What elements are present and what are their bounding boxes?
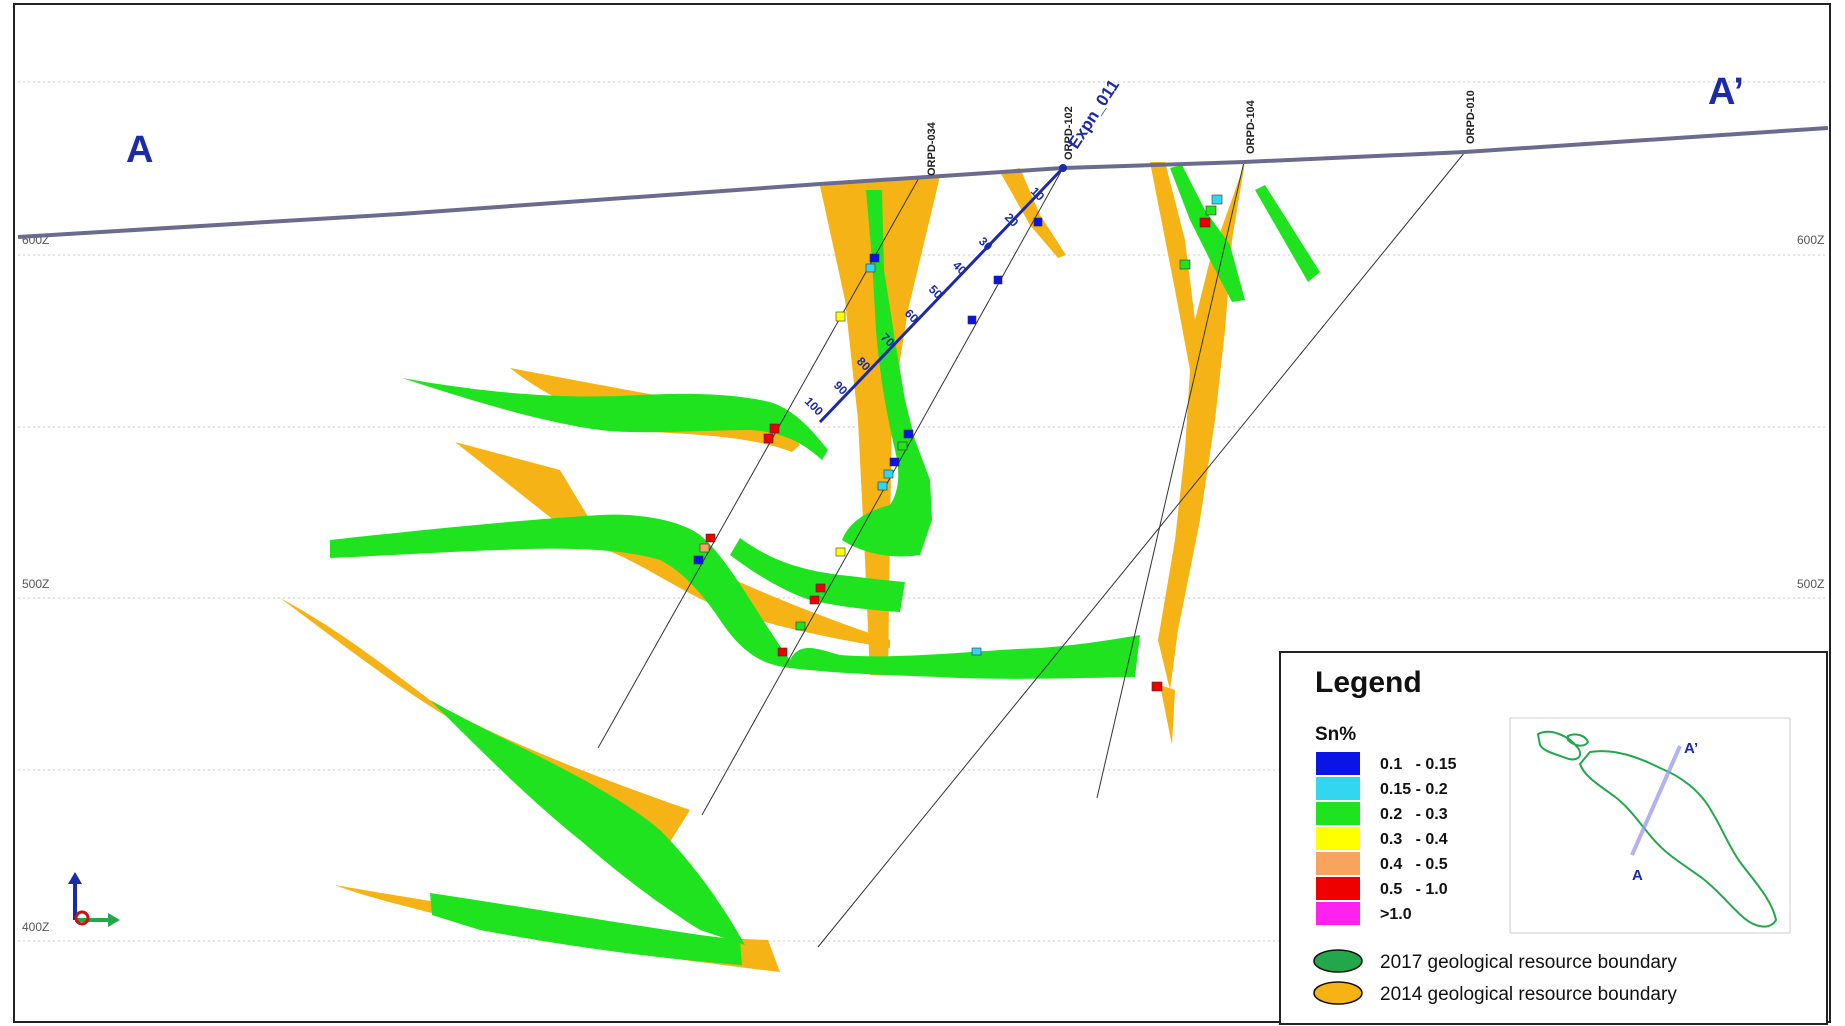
legend: Legend Sn% 0.1 - 0.15 0.15 - 0.2 0.2 - 0…: [1279, 651, 1828, 1025]
elevation-label-500-left: 500Z: [22, 577, 49, 591]
green-body-middle-band: [330, 514, 1140, 679]
legend-2017-swatch: [1313, 949, 1363, 973]
inset-start-label: A: [1632, 867, 1643, 884]
green-body-middle-lobe: [730, 538, 905, 612]
section-end-label: A’: [1708, 71, 1744, 113]
elevation-label-600-right: 600Z: [1797, 233, 1824, 247]
legend-grade-swatch: [1316, 852, 1360, 875]
drillhole-trace-orpd-104: [1096, 161, 1245, 799]
green-body-far-right: [1255, 185, 1320, 282]
legend-grade-label: 0.15 - 0.2: [1380, 781, 1448, 798]
legend-grade-label: 0.2 - 0.3: [1380, 806, 1448, 823]
legend-2017-label: 2017 geological resource boundary: [1380, 952, 1677, 973]
drillhole-label-orpd-010: ORPD-010: [1465, 90, 1477, 144]
legend-grade-label: 0.1 - 0.15: [1380, 756, 1457, 773]
planned-hole-depth-ticks: 10 20 30 40 50 60 70 80 90 100: [802, 184, 1048, 418]
elevation-labels: 600Z 600Z 500Z 500Z 400Z: [22, 233, 1824, 934]
legend-title: Legend: [1315, 666, 1422, 699]
legend-grade-label: 0.4 - 0.5: [1380, 856, 1448, 873]
legend-grade-swatch: [1316, 827, 1360, 850]
planned-hole-collar: [1059, 164, 1067, 172]
elevation-gridlines: [18, 81, 1828, 942]
green-body-lower-left: [430, 700, 745, 945]
drillhole-label-orpd-104: ORPD-104: [1245, 99, 1257, 154]
legend-grade-swatch: [1316, 752, 1360, 775]
legend-2014-swatch: [1313, 981, 1363, 1005]
drillhole-label-orpd-034: ORPD-034: [926, 121, 938, 176]
orange-body-bottom-tail: [1160, 685, 1175, 745]
drillhole-trace-planned: [818, 166, 1065, 424]
elevation-label-400-left: 400Z: [22, 920, 49, 934]
inset-end-label: A’: [1684, 740, 1698, 757]
green-body-bottom: [430, 893, 742, 965]
elevation-label-500-right: 500Z: [1797, 577, 1824, 591]
legend-grade-label: 0.5 - 1.0: [1380, 881, 1448, 898]
drillhole-trace-orpd-010: [817, 151, 1466, 948]
legend-grade-label: 0.3 - 0.4: [1380, 831, 1448, 848]
orange-body-right-vein: [1150, 162, 1245, 690]
assay-samples: [693, 194, 1223, 692]
drillhole-labels: ORPD-034 ORPD-102 ORPD-104 ORPD-010: [926, 90, 1477, 176]
legend-grade-swatch: [1316, 777, 1360, 800]
legend-grade-label: >1.0: [1380, 906, 1412, 923]
legend-grade-swatch: [1316, 877, 1360, 900]
legend-grade-swatch: [1316, 902, 1360, 925]
inset-deposit-outline: [1536, 730, 1778, 928]
resource-2017-bodies: [330, 165, 1320, 965]
drillhole-trace-orpd-102: [701, 167, 1064, 816]
legend-grade-labels: 0.1 - 0.15 0.15 - 0.2 0.2 - 0.3 0.3 - 0.…: [1380, 756, 1457, 923]
orange-body-wedge: [455, 442, 590, 525]
inset-section-line: [1630, 745, 1682, 856]
green-body-vertical-vein: [842, 190, 932, 557]
legend-2014-label: 2014 geological resource boundary: [1380, 984, 1677, 1005]
orientation-axes-icon: [68, 872, 120, 927]
drillhole-label-orpd-102: ORPD-102: [1063, 106, 1075, 160]
legend-grade-title: Sn%: [1315, 724, 1356, 745]
orange-body-small-splay: [1000, 168, 1066, 258]
inset-map-frame: [1509, 717, 1791, 934]
green-body-right-vein: [1170, 165, 1245, 302]
legend-grade-swatches: [1316, 752, 1360, 925]
legend-grade-swatch: [1316, 802, 1360, 825]
inset-location-map: A A’: [1509, 717, 1791, 934]
green-body-upper-band: [402, 378, 828, 460]
section-start-label: A: [126, 129, 153, 171]
